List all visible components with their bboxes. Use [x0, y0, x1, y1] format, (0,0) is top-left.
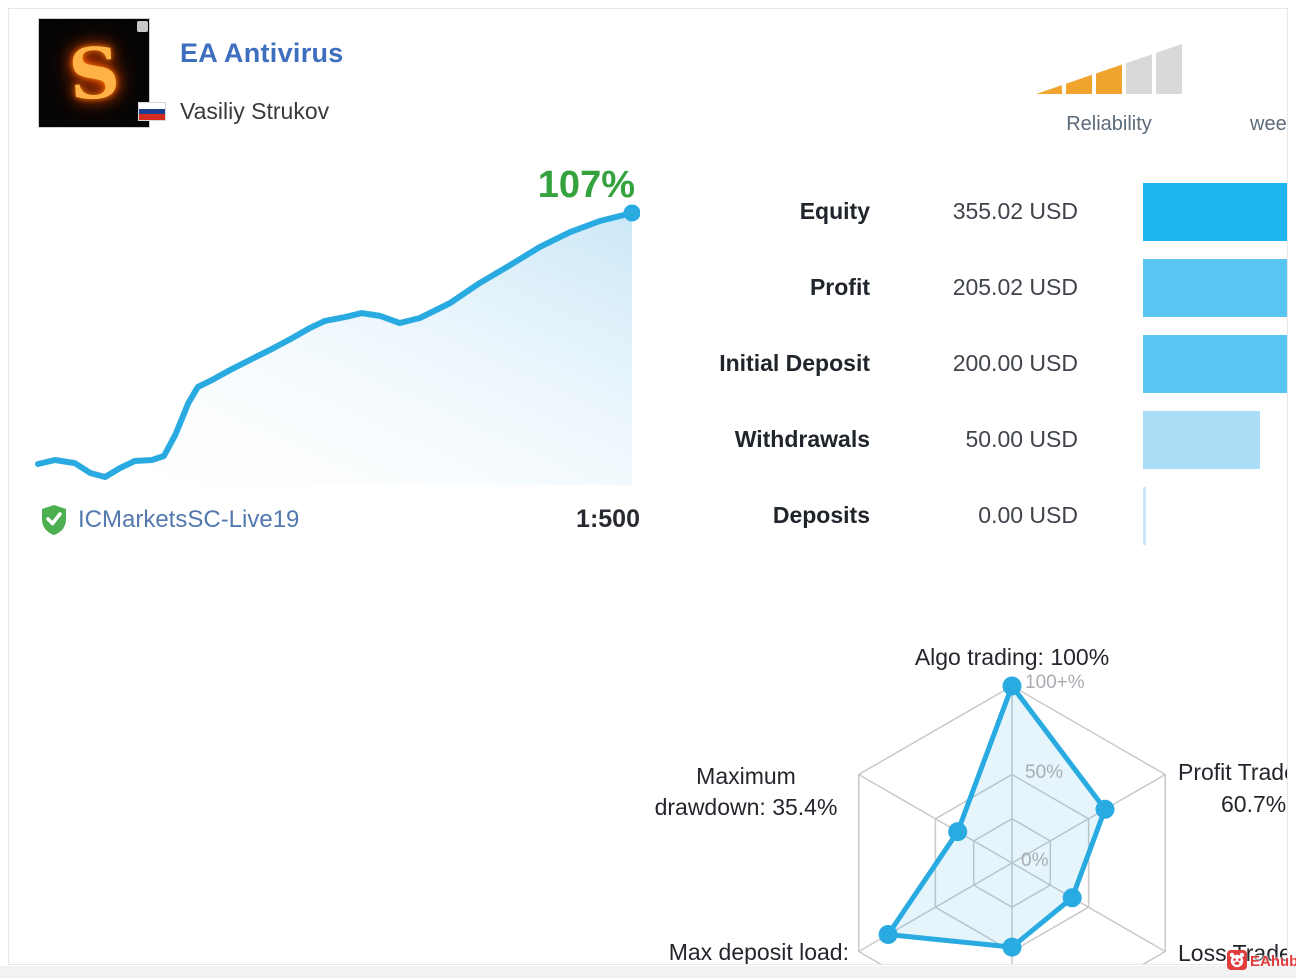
reliability-bar-4 [1126, 54, 1152, 94]
stat-bar-profit [1143, 259, 1287, 317]
growth-percent: 107% [537, 164, 635, 206]
radar-data-dot-2 [1062, 888, 1082, 908]
signal-widget-card: S EA Antivirus Vasiliy Strukov Reliabili… [8, 8, 1288, 965]
radar-label-max-deposit-load: Max deposit load: [668, 939, 849, 965]
stat-bar-deposits [1143, 487, 1146, 545]
radar-data-dot-4 [878, 925, 898, 944]
stat-value-deposits: 0.00 USD [978, 502, 1078, 528]
weeks-label: weeks [1250, 113, 1287, 135]
radar-data-dot-5 [948, 822, 968, 842]
stat-bar-initial-deposit [1143, 335, 1287, 393]
stat-bar-withdrawals [1143, 411, 1260, 469]
leverage-value: 1:500 [576, 505, 640, 533]
radar-data-dot-3 [1002, 937, 1022, 957]
watermark-text: EAhub [1250, 953, 1296, 970]
equity-growth-chart [35, 204, 640, 485]
reliability-bar-5 [1156, 44, 1182, 94]
stat-label-profit: Profit [809, 274, 870, 300]
stat-label-deposits: Deposits [772, 502, 870, 528]
radar-spoke-2 [1011, 862, 1166, 953]
radar-ring-label-100: 100+% [1025, 672, 1085, 693]
stat-label-initial-deposit: Initial Deposit [719, 350, 870, 376]
radar-spoke-5 [858, 773, 1013, 864]
radar-label-profit-trades-value: 60.7% [1221, 791, 1287, 817]
stat-bar-equity [1143, 183, 1287, 241]
radar-ring-label-50: 50% [1025, 762, 1064, 783]
page-bottom-strip [0, 966, 1296, 978]
reliability-bar-3 [1096, 64, 1122, 94]
broker-link[interactable]: ICMarketsSC-Live19 [78, 506, 300, 533]
equity-area-fill [38, 213, 632, 485]
stat-label-equity: Equity [799, 198, 870, 224]
stat-label-withdrawals: Withdrawals [734, 426, 870, 452]
stat-value-initial-deposit: 200.00 USD [952, 350, 1078, 376]
avatar: S [38, 18, 150, 128]
avatar-badge-icon [137, 21, 148, 32]
russia-flag-icon [138, 102, 166, 121]
equity-curve [35, 210, 635, 480]
chart-end-dot [623, 204, 640, 222]
radar-label-max-drawdown: Maximum drawdown: 35.4% [654, 763, 838, 820]
reliability-label: Reliability [1066, 113, 1152, 135]
stat-value-profit: 205.02 USD [952, 274, 1078, 300]
radar-label-algo-trading: Algo trading: 100% [914, 644, 1110, 670]
reliability-bar-1 [1036, 85, 1062, 94]
radar-chart [857, 676, 1167, 964]
author-name: Vasiliy Strukov [180, 98, 330, 124]
radar-data-polygon [885, 683, 1108, 950]
avatar-fire-letter: S [65, 29, 123, 117]
signal-title[interactable]: EA Antivirus [180, 38, 344, 68]
radar-label-profit-trades: Profit Trades: [1178, 759, 1287, 785]
verified-shield-icon [42, 505, 66, 535]
radar-data-dot-0 [1002, 676, 1022, 696]
radar-spoke-1 [1011, 773, 1166, 864]
watermark-logo-icon [1227, 950, 1247, 970]
radar-data-dot-1 [1095, 799, 1115, 819]
radar-ring-label-0: 0% [1021, 850, 1049, 871]
stat-value-equity: 355.02 USD [952, 198, 1078, 224]
reliability-bar-2 [1066, 74, 1092, 94]
reliability-meter [1036, 44, 1182, 94]
stat-value-withdrawals: 50.00 USD [965, 426, 1078, 452]
